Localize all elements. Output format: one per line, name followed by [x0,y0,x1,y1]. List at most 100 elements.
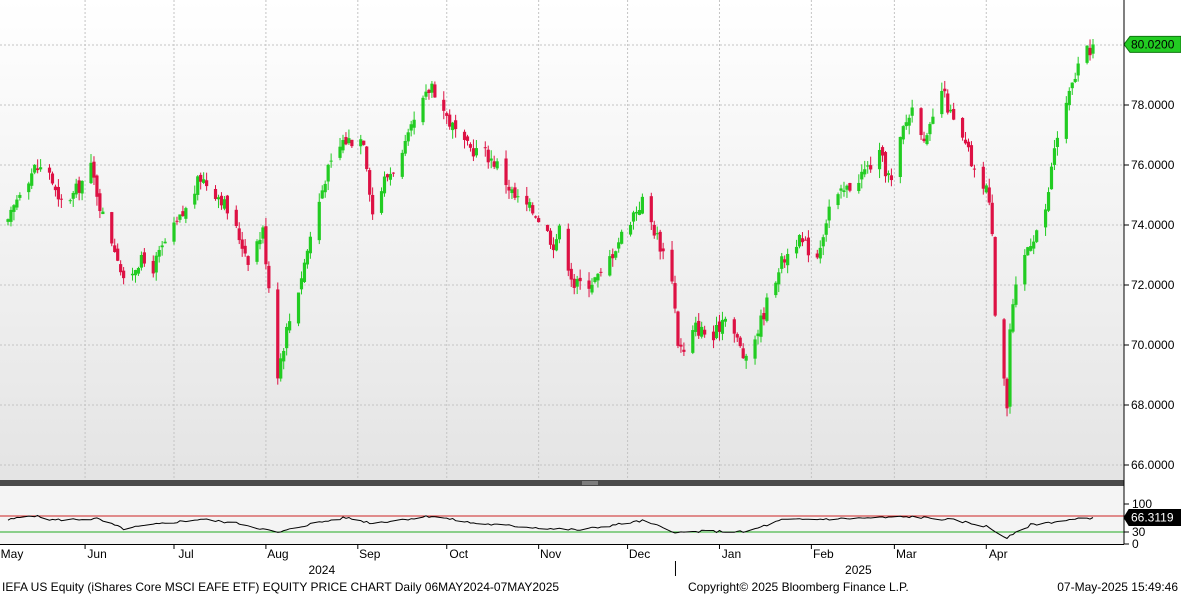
candle-body [427,89,431,93]
candle-body [296,292,301,324]
candle-body [237,228,241,241]
candle-body [116,248,120,261]
candle-body [113,245,117,252]
candle-body [18,194,22,198]
candle-body [486,149,490,163]
candle-body [703,329,707,335]
price-tick-label: 70.0000 [1131,338,1175,352]
candle-body [1085,45,1089,63]
candle-body [756,333,760,337]
candle-body [824,223,828,235]
candle-body [928,123,932,135]
candle-body [682,349,686,352]
candle-body [1091,44,1095,54]
price-tick-label: 74.0000 [1131,218,1175,232]
candle-body [495,161,499,169]
candle-body [433,84,437,98]
candle-body [172,222,176,242]
candle-body [323,183,327,193]
candle-body [679,344,683,347]
panel-divider[interactable] [0,480,1124,486]
candle-body [987,187,991,203]
candle-body [243,245,247,254]
candle-body [735,334,739,338]
candle-body [47,167,52,173]
price-axis: 66.0000 68.0000 70.0000 72.0000 74.0000 76.00… [1123,35,1181,472]
candle-body [741,348,745,359]
candle-body [468,144,473,148]
candle-body [341,140,345,151]
candle-body [74,183,78,195]
candle-body [587,280,591,289]
candle-body [940,90,944,115]
candle-body [732,319,736,334]
candle-body [572,278,576,288]
candle-body [836,194,840,206]
candle-body [534,216,538,218]
candle-body [465,136,470,141]
month-label: Oct [449,547,468,561]
candle-body [803,239,808,241]
candle-body [365,146,369,170]
candle-body [658,231,662,252]
candle-body [866,165,870,167]
candle-body [71,192,75,199]
candle-body [628,224,633,235]
candle-body [717,321,722,332]
candle-body [406,132,410,142]
candle-body [931,116,935,124]
candle-body [960,117,965,138]
candle-body [537,218,541,223]
candle-body [700,326,704,337]
month-label: Nov [540,547,561,561]
candle-body [569,268,573,280]
candle-body [634,211,639,214]
candle-body [507,186,511,191]
price-tick-label: 76.0000 [1131,158,1175,172]
candle-body [474,148,478,156]
candle-body [50,173,55,184]
candle-body [6,219,10,222]
candle-body [424,91,428,97]
candle-body [513,187,517,198]
candle-body [848,183,852,191]
month-label: Jul [178,547,193,561]
candle-body [952,108,956,120]
panel-divider-bar[interactable] [0,480,1124,486]
candle-body [92,161,96,178]
candle-body [759,315,763,337]
candle-body [676,311,680,346]
candle-body [869,165,873,170]
candle-body [631,212,636,222]
candle-body [240,239,244,249]
candle-body [454,120,458,130]
year-label: 2025 [845,563,872,577]
candle-body [1070,82,1074,89]
candle-body [1008,329,1012,407]
candle-body [566,228,570,271]
candle-body [489,158,493,161]
candle-body [139,255,144,268]
candle-body [694,322,698,332]
rsi-tick-label: 0 [1132,537,1139,551]
candle-body [919,108,923,136]
footer-timestamp: 07-May-2025 15:49:46 [1057,580,1178,594]
candle-body [907,117,911,126]
candle-body [320,190,324,199]
time-axis: May Jun Jul Aug Sep Oct Nov Dec Jan Feb Mar Apr 2024… [1,544,1008,577]
last-rsi-badge [1123,508,1181,526]
candle-body [326,164,330,182]
candle-body [972,168,977,170]
candle-body [889,175,894,181]
candle-body [1076,63,1080,76]
candle-body [637,209,642,215]
candle-body [255,241,259,262]
candle-body [969,145,974,167]
candle-body [1049,166,1054,190]
candle-body [371,194,375,215]
candle-body [388,173,393,180]
candle-body [379,191,384,213]
candle-body [777,272,781,285]
candle-body [400,152,404,177]
